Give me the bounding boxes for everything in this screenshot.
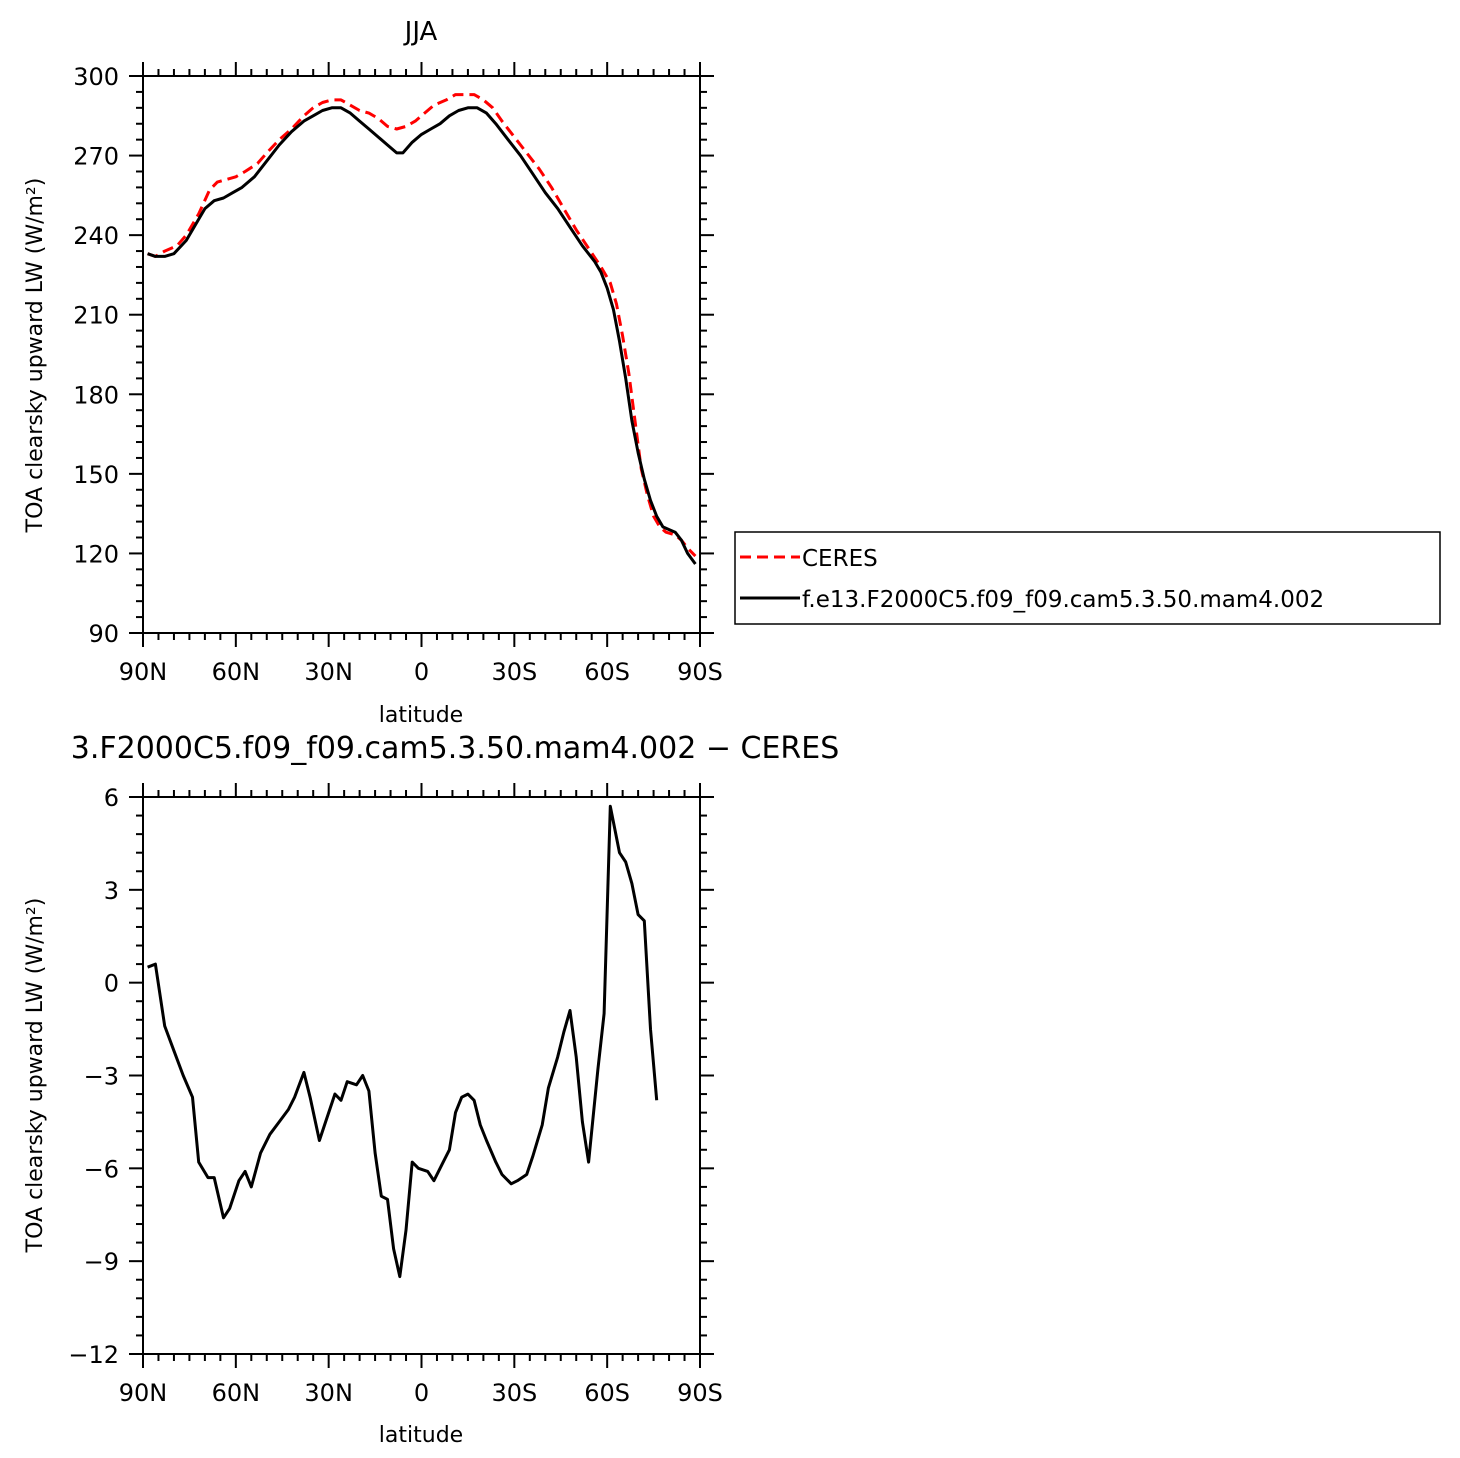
top-x-axis-label: latitude: [379, 703, 463, 728]
bottom-series: [147, 804, 659, 1279]
y-tick-label: 150: [73, 461, 119, 489]
series-ceres-line: [147, 93, 697, 558]
y-tick-label: 90: [88, 620, 119, 648]
y-tick-label: 120: [73, 540, 119, 568]
y-tick-label: 3: [104, 877, 119, 905]
y-tick-label: −3: [84, 1063, 119, 1091]
bottom-x-axis-label: latitude: [379, 1423, 463, 1448]
top-series: [147, 93, 697, 565]
bottom-plot-frame: [142, 796, 701, 1355]
series-difference-line: [147, 804, 659, 1279]
x-tick-label: 30N: [304, 658, 353, 686]
legend-model-label: f.e13.F2000C5.f09_f09.cam5.3.50.mam4.002: [802, 587, 1324, 613]
bottom-tick-labels: 90N 60N 30N 0 30S 60S 90S −12 −9 −6 −3 0 3 6: [68, 784, 723, 1407]
y-tick-label: 180: [73, 381, 119, 409]
y-tick-label: 0: [104, 970, 119, 998]
bottom-panel: 3.F2000C5.f09_f09.cam5.3.50.mam4.002 − C…: [23, 731, 839, 1448]
top-tick-labels: 90N 60N 30N 0 30S 60S 90S 90 120 150 180 210 240 270 3…: [73, 63, 723, 686]
bottom-y-axis-label: TOA clearsky upward LW (W/m²): [23, 898, 48, 1254]
top-grid-ticks: [129, 62, 714, 647]
x-tick-label: 60N: [212, 1379, 261, 1407]
legend-box: [734, 531, 1441, 625]
legend-ceres-label: CERES: [802, 546, 878, 572]
y-tick-label: −12: [68, 1341, 119, 1369]
top-title: JJA: [403, 17, 438, 47]
x-tick-label: 30S: [491, 1379, 537, 1407]
x-tick-label: 30S: [491, 658, 537, 686]
top-panel: JJA 90N 60N 30N 0 30S 60S 90S 90 120 150 180 210 240…: [23, 17, 723, 728]
y-tick-label: 270: [73, 143, 119, 171]
y-tick-label: 6: [104, 784, 119, 812]
x-tick-label: 60S: [584, 658, 630, 686]
x-tick-label: 60S: [584, 1379, 630, 1407]
x-tick-label: 90S: [677, 1379, 723, 1407]
x-tick-label: 90S: [677, 658, 723, 686]
x-tick-label: 90N: [119, 658, 168, 686]
x-tick-label: 30N: [304, 1379, 353, 1407]
x-tick-label: 90N: [119, 1379, 168, 1407]
bottom-grid-ticks: [129, 783, 714, 1368]
top-y-axis-label: TOA clearsky upward LW (W/m²): [23, 178, 48, 534]
y-tick-label: 300: [73, 63, 119, 91]
x-tick-label: 60N: [212, 658, 261, 686]
x-tick-label: 0: [414, 658, 429, 686]
series-model-line: [147, 106, 697, 565]
y-tick-label: −9: [84, 1248, 119, 1276]
y-tick-label: −6: [84, 1155, 119, 1183]
x-tick-label: 0: [414, 1379, 429, 1407]
y-tick-label: 210: [73, 302, 119, 330]
top-plot-frame: [142, 75, 701, 634]
y-tick-label: 240: [73, 222, 119, 250]
bottom-title: 3.F2000C5.f09_f09.cam5.3.50.mam4.002 − C…: [71, 731, 840, 766]
legend: CERES f.e13.F2000C5.f09_f09.cam5.3.50.ma…: [734, 531, 1441, 625]
